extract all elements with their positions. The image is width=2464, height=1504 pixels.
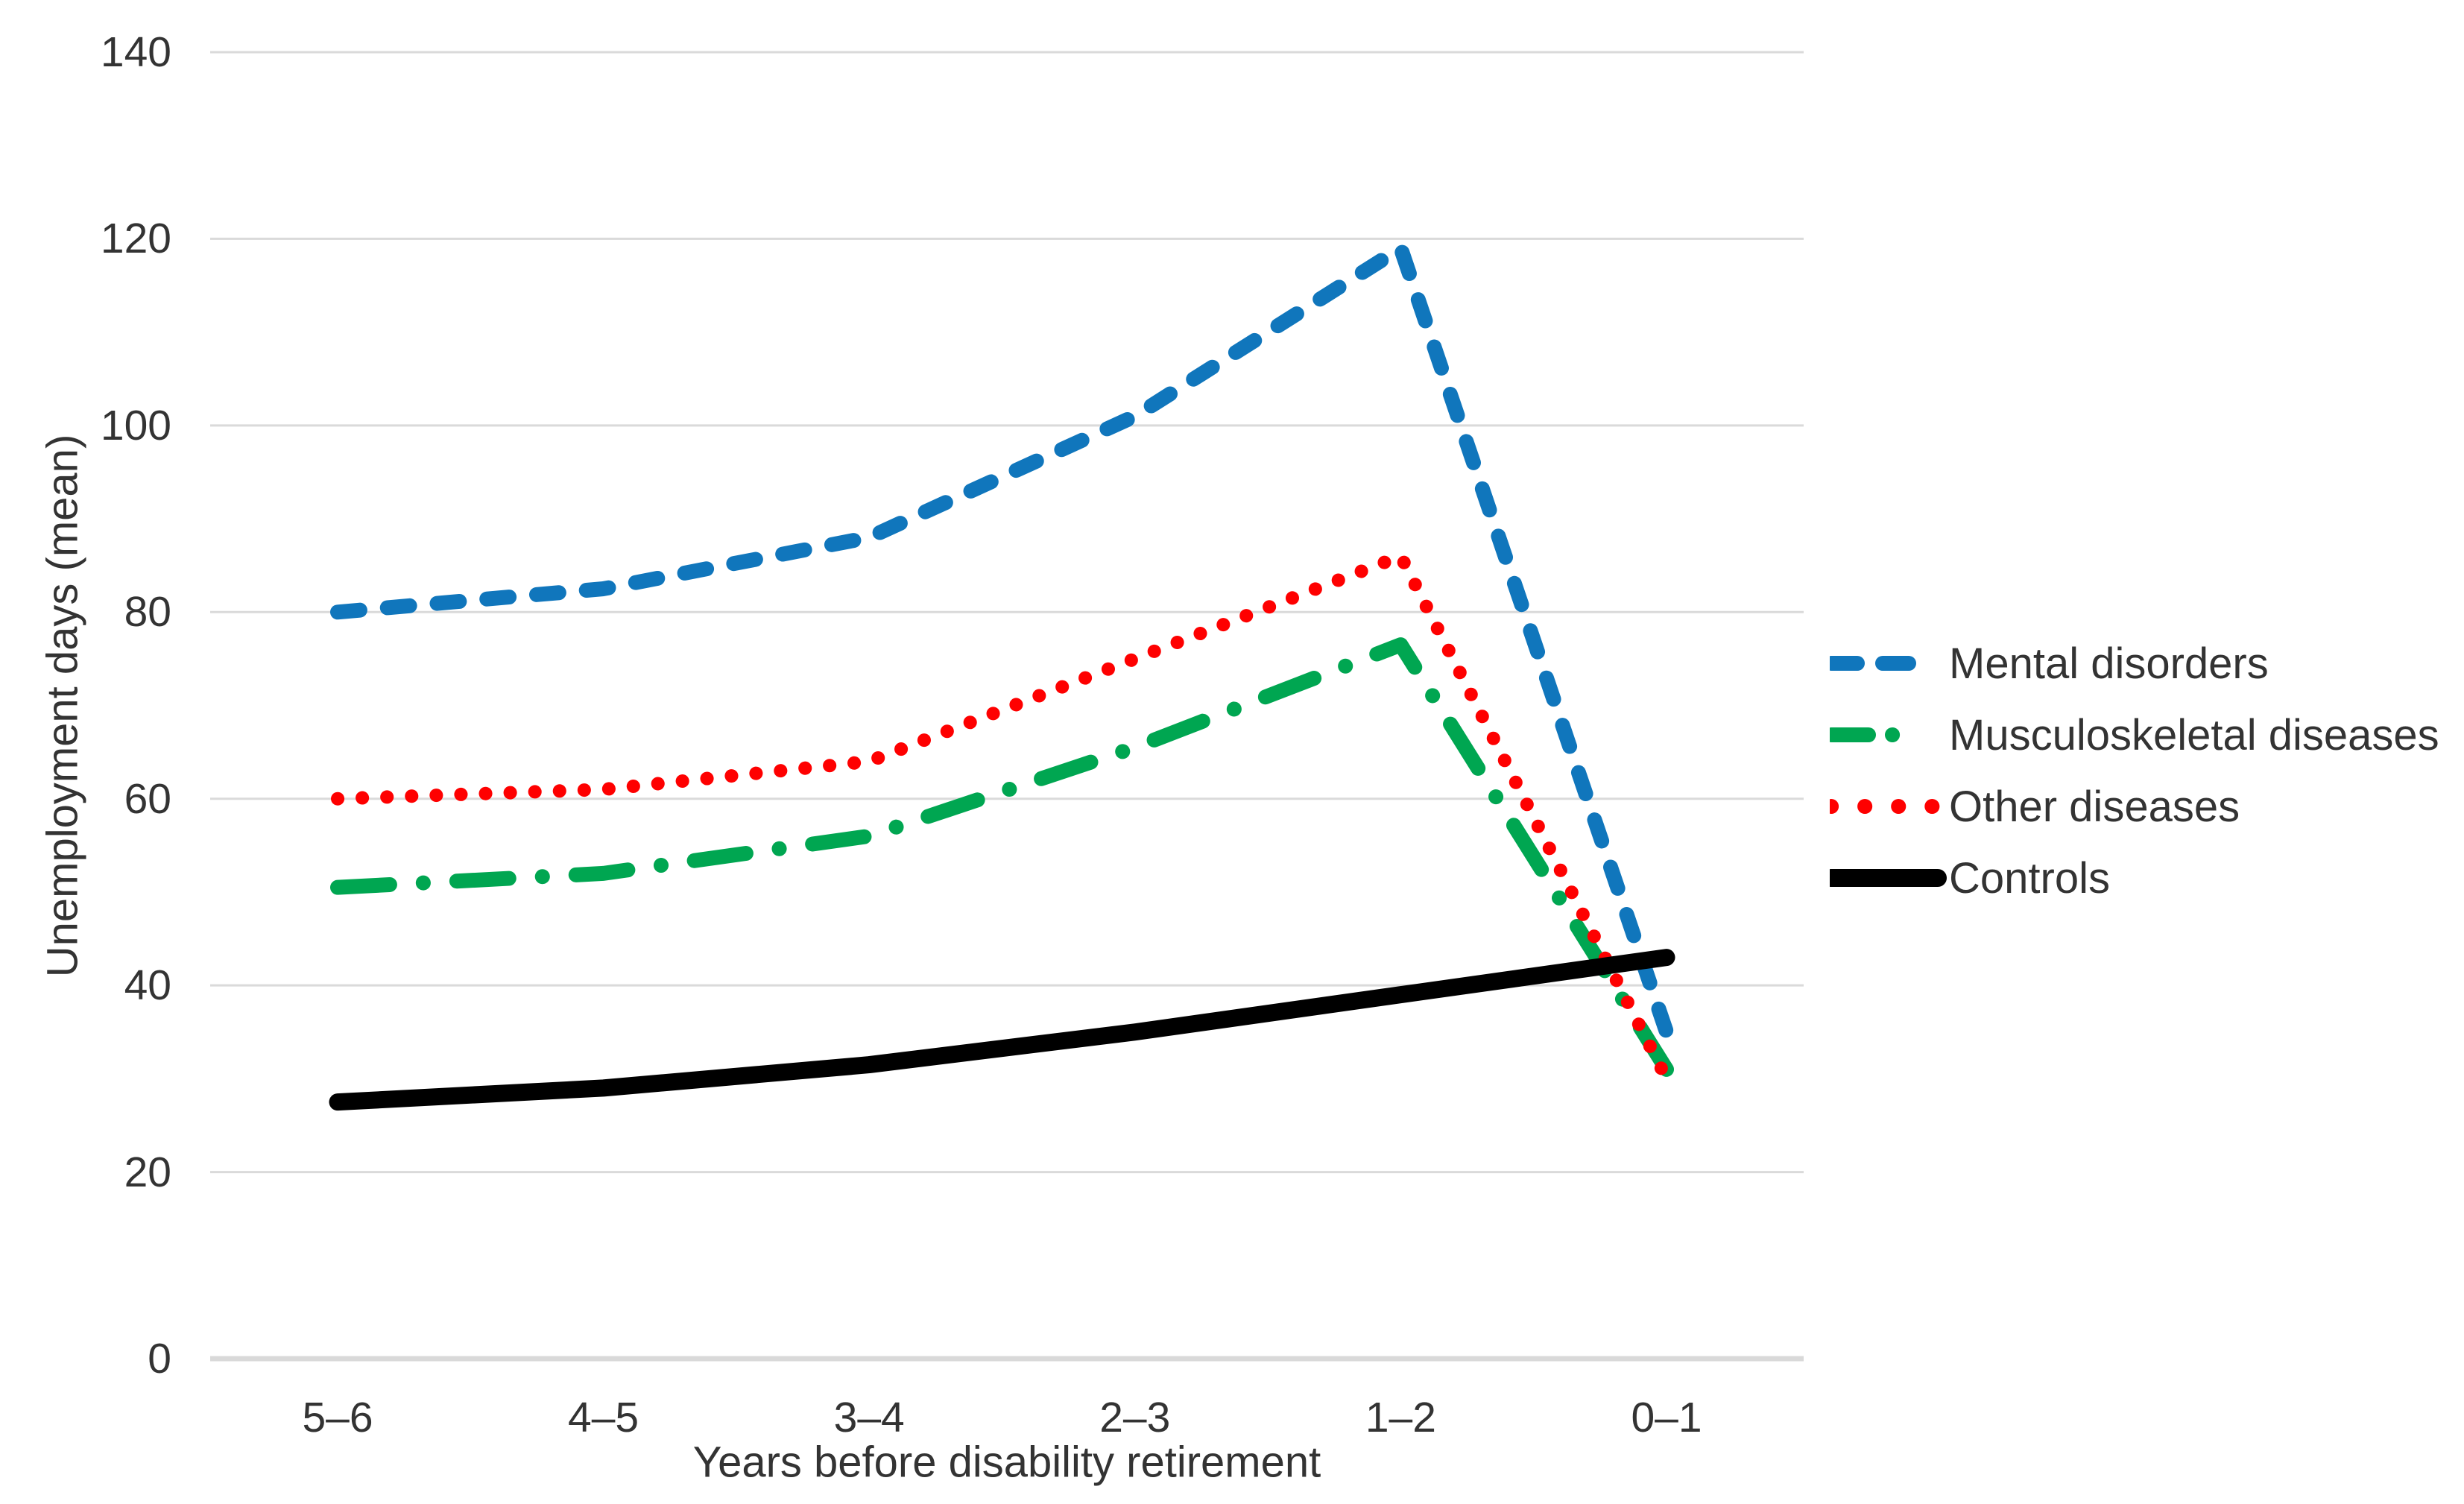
legend-item-controls: Controls bbox=[1830, 842, 2439, 914]
legend-label-mental-disorders: Mental disorders bbox=[1949, 639, 2269, 688]
x-axis-title: Years before disability retirement bbox=[692, 1438, 1321, 1487]
y-tick-label-100: 100 bbox=[100, 401, 171, 449]
y-tick-label-80: 80 bbox=[124, 588, 171, 636]
legend-swatch-mental-disorders bbox=[1830, 656, 1930, 671]
x-tick-label-5-6: 5–6 bbox=[302, 1394, 373, 1441]
legend-swatch-controls bbox=[1830, 869, 1947, 887]
y-tick-label-120: 120 bbox=[100, 215, 171, 263]
x-tick-label-0-1: 0–1 bbox=[1631, 1394, 1702, 1441]
legend-label-controls: Controls bbox=[1949, 853, 2110, 903]
series-line-musculoskeletal-diseases bbox=[330, 637, 1674, 1077]
series-line-mental-disorders bbox=[330, 240, 1674, 1040]
x-tick-label-3-4: 3–4 bbox=[833, 1394, 905, 1441]
y-tick-label-140: 140 bbox=[100, 28, 171, 76]
legend: Mental disorders Musculoskeletal diseases… bbox=[1830, 628, 2439, 914]
x-tick-label-4-5: 4–5 bbox=[568, 1394, 639, 1441]
x-tick-label-1-2: 1–2 bbox=[1365, 1394, 1436, 1441]
y-tick-label-0: 0 bbox=[148, 1335, 171, 1383]
y-tick-label-40: 40 bbox=[124, 961, 171, 1010]
legend-item-mental-disorders: Mental disorders bbox=[1830, 628, 2439, 699]
series-line-controls bbox=[329, 949, 1675, 1111]
series-line-other-diseases bbox=[331, 549, 1673, 1086]
y-tick-label-20: 20 bbox=[124, 1148, 171, 1196]
legend-item-other-diseases: Other diseases bbox=[1830, 771, 2439, 842]
legend-label-musculoskeletal-diseases: Musculoskeletal diseases bbox=[1949, 710, 2439, 759]
legend-swatch-musculoskeletal-diseases bbox=[1830, 727, 1915, 742]
legend-item-musculoskeletal-diseases: Musculoskeletal diseases bbox=[1830, 699, 2439, 771]
y-axis-title: Unemployment days (mean) bbox=[38, 434, 87, 978]
x-tick-label-2-3: 2–3 bbox=[1099, 1394, 1171, 1441]
legend-swatch-other-diseases bbox=[1830, 799, 1942, 814]
legend-label-other-diseases: Other diseases bbox=[1949, 782, 2240, 831]
y-tick-label-60: 60 bbox=[124, 774, 171, 823]
